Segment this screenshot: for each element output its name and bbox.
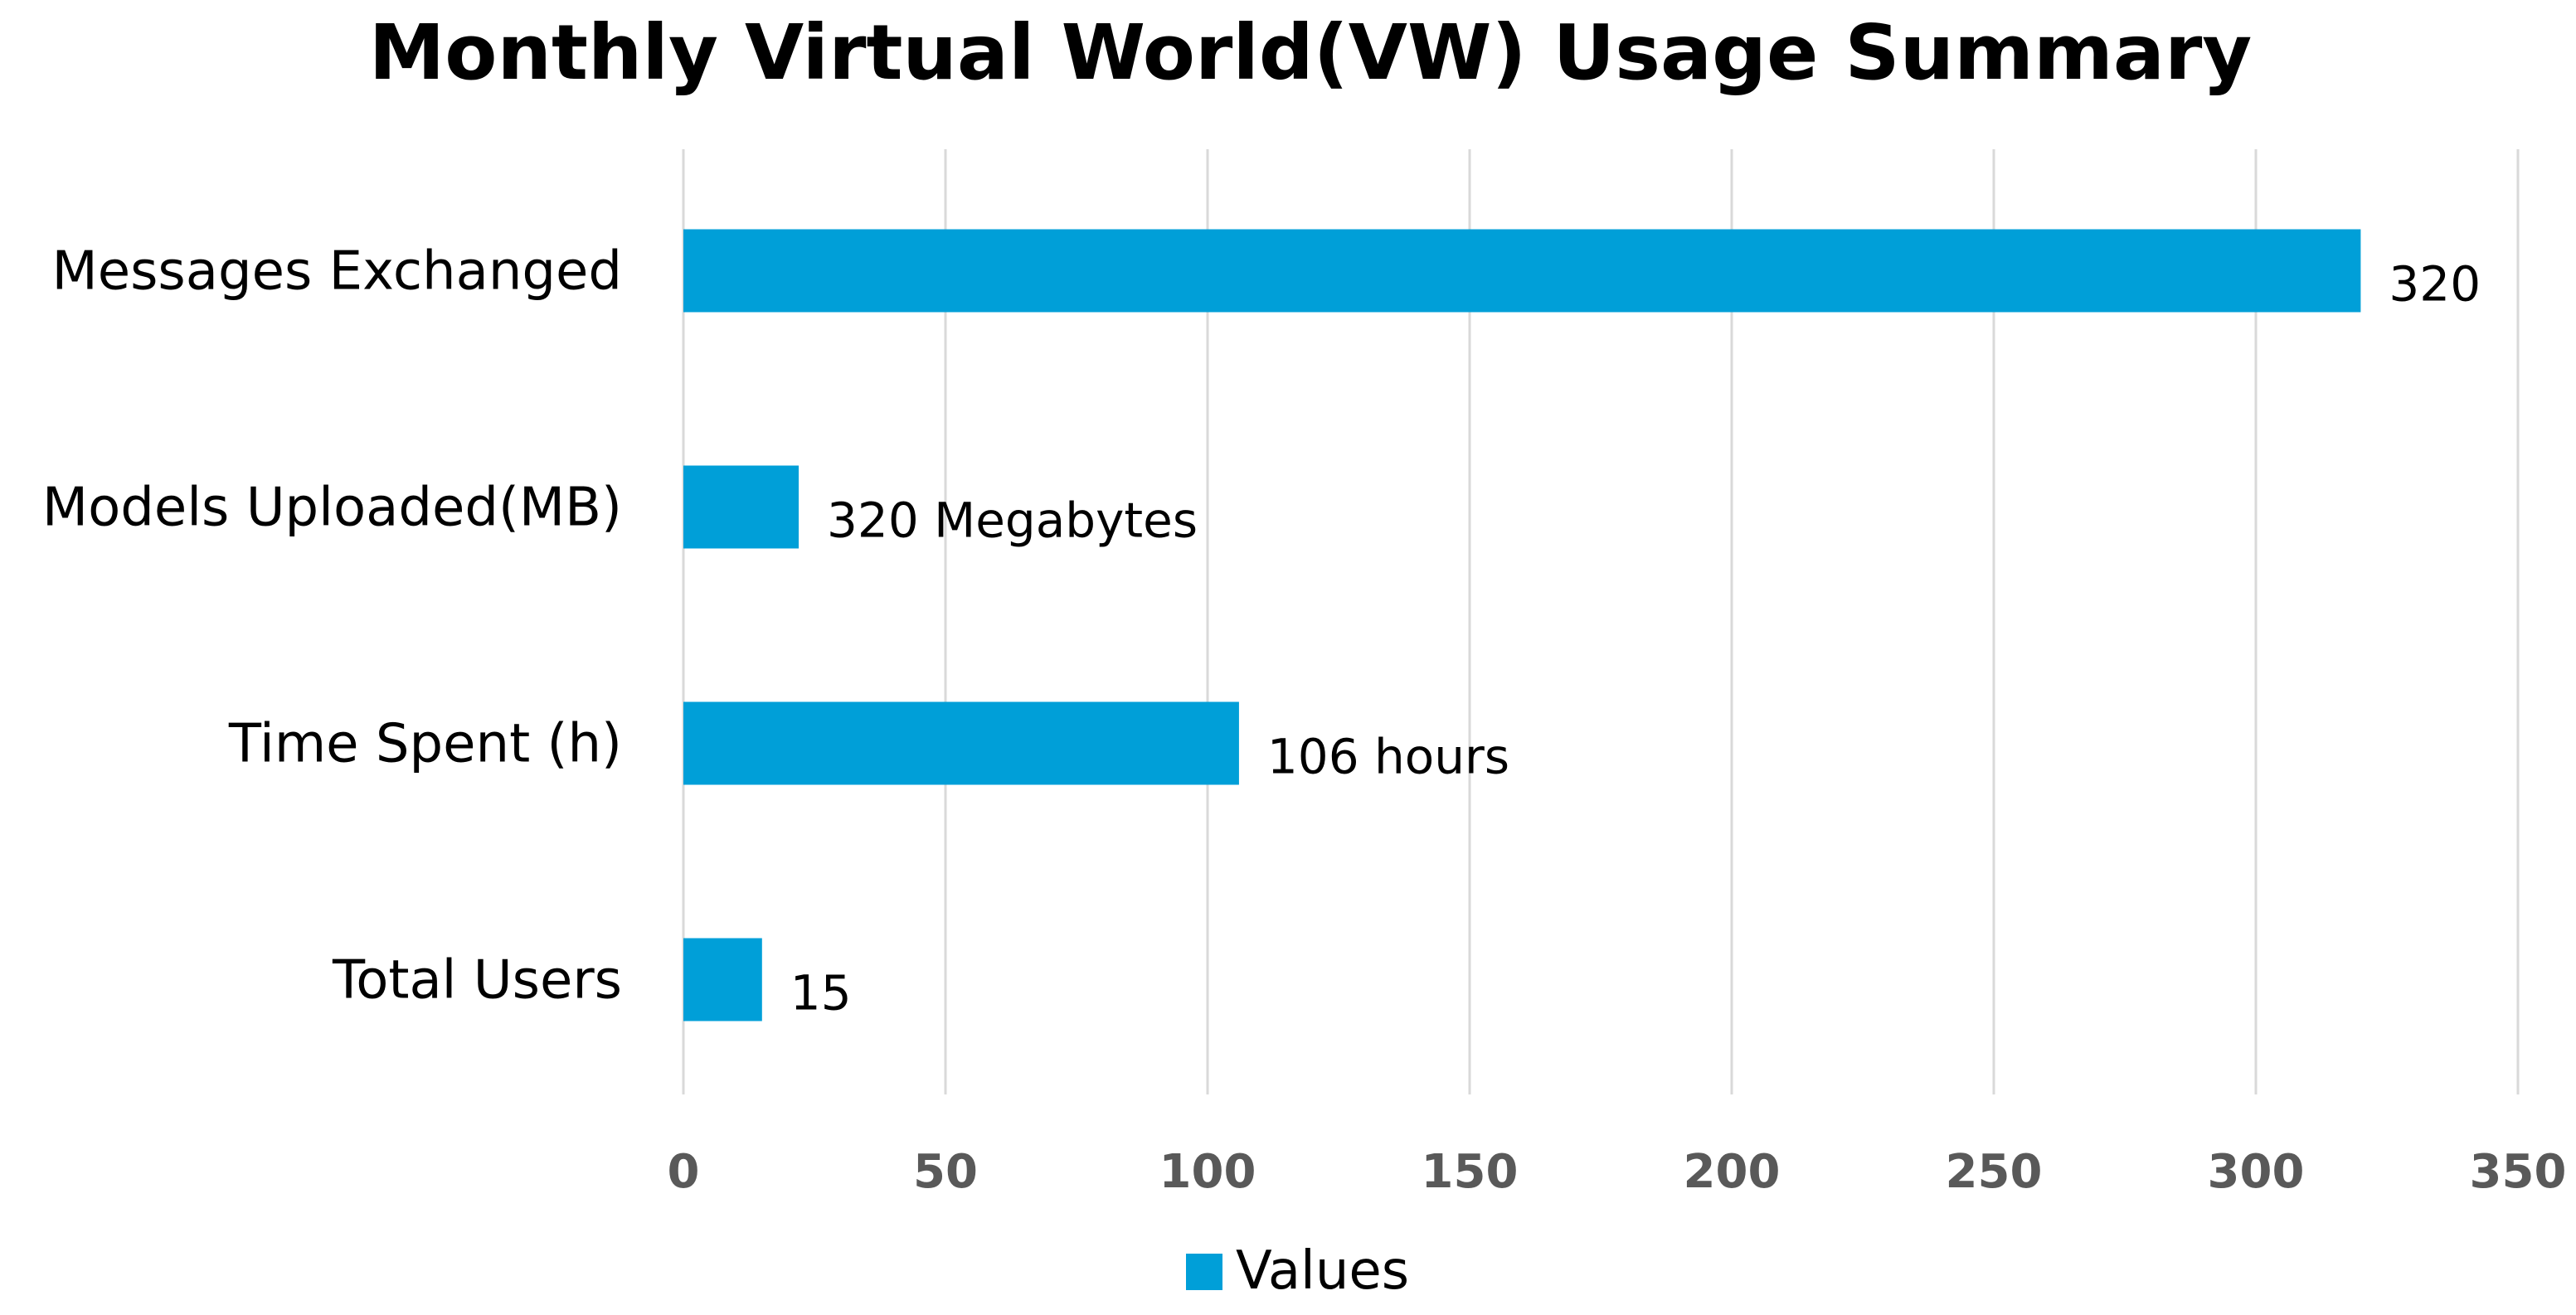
bar — [683, 701, 1239, 785]
chart-title: Monthly Virtual World(VW) Usage Summary — [369, 8, 2253, 97]
category-label: Models Uploaded(MB) — [42, 478, 622, 539]
category-label: Messages Exchanged — [51, 241, 622, 303]
bar — [683, 938, 762, 1021]
legend: Values — [1186, 1240, 1409, 1302]
legend-swatch — [1186, 1254, 1222, 1290]
x-tick-label: 150 — [1422, 1145, 1519, 1199]
x-axis-tick-labels: 0 50 100 150 200 250 300 350 — [668, 1145, 2567, 1199]
legend-label: Values — [1236, 1240, 1409, 1302]
data-label: 320 — [2389, 256, 2481, 313]
category-labels: Messages Exchanged Models Uploaded(MB) Tim… — [42, 241, 622, 1012]
x-tick-label: 350 — [2470, 1145, 2567, 1199]
x-tick-label: 300 — [2208, 1145, 2305, 1199]
x-tick-label: 50 — [913, 1145, 978, 1199]
x-tick-label: 100 — [1159, 1145, 1256, 1199]
bars — [683, 229, 2361, 1021]
category-label: Total Users — [332, 950, 622, 1012]
bar — [683, 465, 800, 549]
x-tick-label: 250 — [1946, 1145, 2043, 1199]
bar — [683, 229, 2361, 313]
data-label: 106 hours — [1267, 729, 1509, 785]
data-labels: 320 320 Megabytes 106 hours 15 — [790, 256, 2481, 1021]
data-label: 320 Megabytes — [827, 493, 1198, 549]
x-tick-label: 0 — [668, 1145, 700, 1199]
data-label: 15 — [790, 965, 852, 1021]
x-tick-label: 200 — [1684, 1145, 1781, 1199]
category-label: Time Spent (h) — [228, 714, 622, 775]
